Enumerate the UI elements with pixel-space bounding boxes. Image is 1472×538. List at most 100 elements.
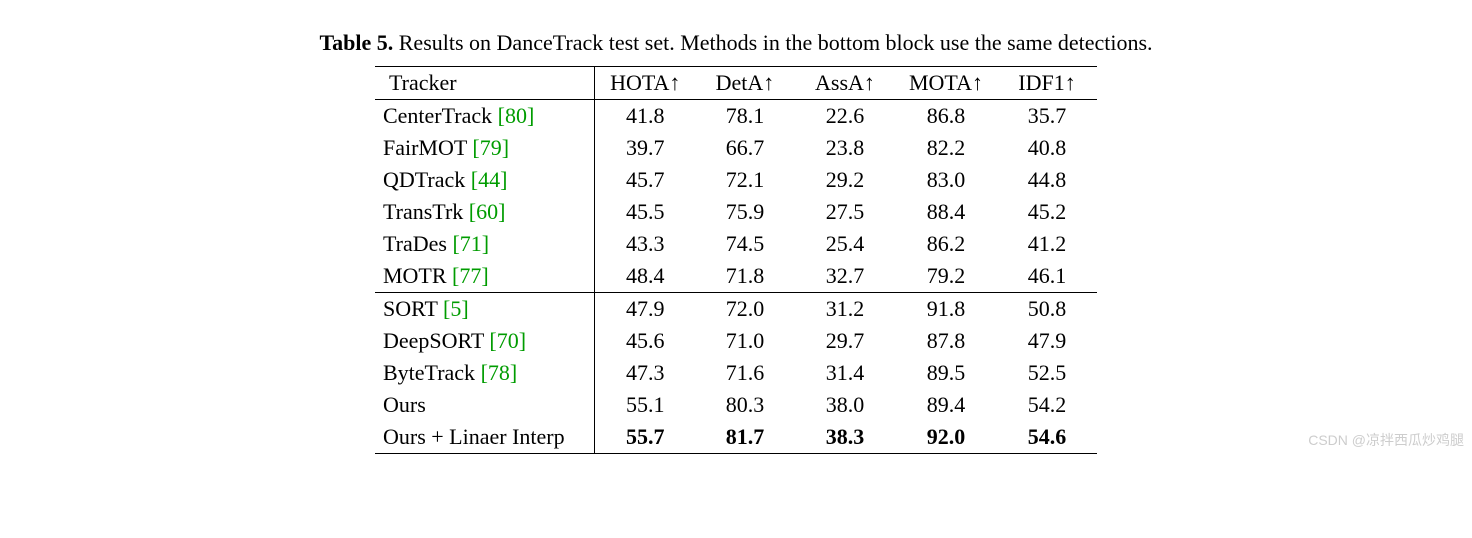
cell-idf1: 40.8 (997, 132, 1097, 164)
table-row: Ours + Linaer Interp 55.7 81.7 38.3 92.0… (375, 421, 1097, 454)
table-row: FairMOT [79] 39.7 66.7 23.8 82.2 40.8 (375, 132, 1097, 164)
name-text: SORT (383, 296, 443, 321)
cell-deta: 81.7 (695, 421, 795, 454)
cell-idf1: 52.5 (997, 357, 1097, 389)
tracker-name: Ours (375, 389, 595, 421)
name-text: ByteTrack (383, 360, 481, 385)
table-row: ByteTrack [78] 47.3 71.6 31.4 89.5 52.5 (375, 357, 1097, 389)
cell-hota: 45.6 (595, 325, 695, 357)
tracker-name: TransTrk [60] (375, 196, 595, 228)
cell-idf1: 41.2 (997, 228, 1097, 260)
cell-hota: 43.3 (595, 228, 695, 260)
cell-assa: 38.3 (795, 421, 895, 454)
cell-hota: 45.7 (595, 164, 695, 196)
cell-mota: 83.0 (895, 164, 997, 196)
block-1: CenterTrack [80] 41.8 78.1 22.6 86.8 35.… (375, 100, 1097, 293)
cell-assa: 23.8 (795, 132, 895, 164)
citation: [80] (498, 103, 535, 128)
cell-mota: 86.8 (895, 100, 997, 133)
col-hota: HOTA↑ (595, 67, 695, 100)
citation: [5] (443, 296, 469, 321)
cell-idf1: 54.6 (997, 421, 1097, 454)
table-row: QDTrack [44] 45.7 72.1 29.2 83.0 44.8 (375, 164, 1097, 196)
cell-hota: 48.4 (595, 260, 695, 293)
tracker-name: Ours + Linaer Interp (375, 421, 595, 454)
name-text: CenterTrack (383, 103, 498, 128)
name-text: DeepSORT (383, 328, 489, 353)
col-tracker: Tracker (375, 67, 595, 100)
name-text: TransTrk (383, 199, 469, 224)
citation: [79] (472, 135, 509, 160)
cell-hota: 41.8 (595, 100, 695, 133)
name-text: FairMOT (383, 135, 472, 160)
cell-deta: 80.3 (695, 389, 795, 421)
table-row: TraDes [71] 43.3 74.5 25.4 86.2 41.2 (375, 228, 1097, 260)
cell-idf1: 46.1 (997, 260, 1097, 293)
tracker-name: SORT [5] (375, 293, 595, 326)
table-row: TransTrk [60] 45.5 75.9 27.5 88.4 45.2 (375, 196, 1097, 228)
cell-deta: 72.1 (695, 164, 795, 196)
caption-label: Table 5. (319, 30, 393, 55)
cell-mota: 87.8 (895, 325, 997, 357)
col-mota: MOTA↑ (895, 67, 997, 100)
cell-assa: 32.7 (795, 260, 895, 293)
cell-hota: 55.1 (595, 389, 695, 421)
cell-idf1: 50.8 (997, 293, 1097, 326)
tracker-name: DeepSORT [70] (375, 325, 595, 357)
name-text: Ours + Linaer Interp (383, 424, 565, 449)
cell-deta: 72.0 (695, 293, 795, 326)
cell-assa: 29.7 (795, 325, 895, 357)
cell-deta: 71.0 (695, 325, 795, 357)
cell-mota: 82.2 (895, 132, 997, 164)
table-row: DeepSORT [70] 45.6 71.0 29.7 87.8 47.9 (375, 325, 1097, 357)
table-caption: Table 5. Results on DanceTrack test set.… (0, 30, 1472, 56)
cell-mota: 86.2 (895, 228, 997, 260)
citation: [44] (471, 167, 508, 192)
table-row: Ours 55.1 80.3 38.0 89.4 54.2 (375, 389, 1097, 421)
cell-idf1: 35.7 (997, 100, 1097, 133)
cell-assa: 25.4 (795, 228, 895, 260)
name-text: MOTR (383, 263, 452, 288)
tracker-name: QDTrack [44] (375, 164, 595, 196)
cell-assa: 38.0 (795, 389, 895, 421)
cell-idf1: 44.8 (997, 164, 1097, 196)
name-text: QDTrack (383, 167, 471, 192)
cell-deta: 78.1 (695, 100, 795, 133)
name-text: Ours (383, 392, 426, 417)
cell-mota: 91.8 (895, 293, 997, 326)
cell-deta: 75.9 (695, 196, 795, 228)
cell-assa: 22.6 (795, 100, 895, 133)
cell-mota: 92.0 (895, 421, 997, 454)
cell-assa: 29.2 (795, 164, 895, 196)
cell-hota: 47.3 (595, 357, 695, 389)
block-2: SORT [5] 47.9 72.0 31.2 91.8 50.8 DeepSO… (375, 293, 1097, 454)
cell-mota: 79.2 (895, 260, 997, 293)
tracker-name: FairMOT [79] (375, 132, 595, 164)
col-idf1: IDF1↑ (997, 67, 1097, 100)
col-assa: AssA↑ (795, 67, 895, 100)
name-text: TraDes (383, 231, 452, 256)
caption-text: Results on DanceTrack test set. Methods … (393, 30, 1152, 55)
table-row: MOTR [77] 48.4 71.8 32.7 79.2 46.1 (375, 260, 1097, 293)
table-row: SORT [5] 47.9 72.0 31.2 91.8 50.8 (375, 293, 1097, 326)
cell-idf1: 45.2 (997, 196, 1097, 228)
citation: [77] (452, 263, 489, 288)
watermark: CSDN @凉拌西瓜炒鸡腿 (1308, 430, 1464, 450)
cell-mota: 89.4 (895, 389, 997, 421)
citation: [70] (489, 328, 526, 353)
tracker-name: TraDes [71] (375, 228, 595, 260)
cell-deta: 74.5 (695, 228, 795, 260)
cell-deta: 71.6 (695, 357, 795, 389)
cell-hota: 45.5 (595, 196, 695, 228)
cell-mota: 89.5 (895, 357, 997, 389)
tracker-name: ByteTrack [78] (375, 357, 595, 389)
cell-assa: 31.4 (795, 357, 895, 389)
cell-idf1: 54.2 (997, 389, 1097, 421)
cell-hota: 55.7 (595, 421, 695, 454)
tracker-name: MOTR [77] (375, 260, 595, 293)
cell-hota: 47.9 (595, 293, 695, 326)
header-row: Tracker HOTA↑ DetA↑ AssA↑ MOTA↑ IDF1↑ (375, 67, 1097, 100)
cell-deta: 66.7 (695, 132, 795, 164)
citation: [71] (452, 231, 489, 256)
cell-hota: 39.7 (595, 132, 695, 164)
